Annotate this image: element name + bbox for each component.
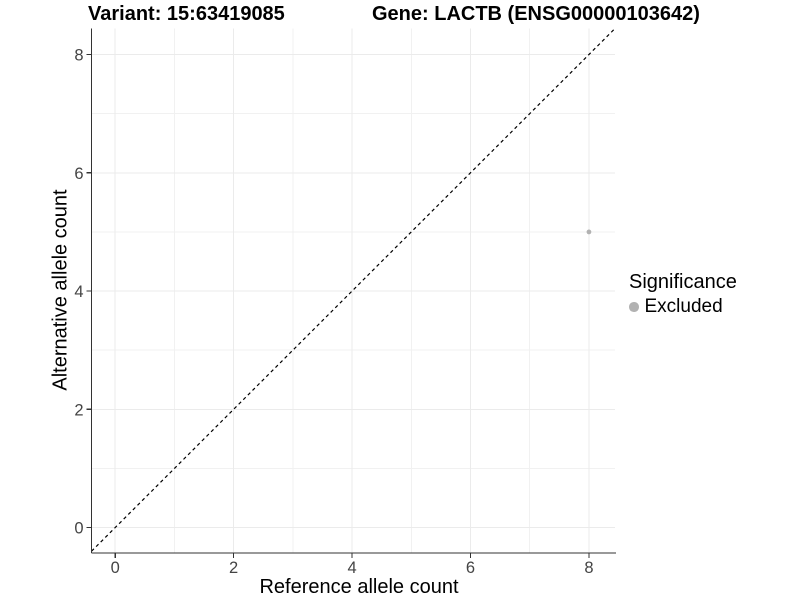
y-tick-label: 2 (74, 401, 83, 419)
legend: Significance Excluded (629, 271, 737, 318)
x-tick-label: 8 (584, 559, 593, 577)
plot-title-variant: Variant: 15:63419085 (88, 3, 285, 25)
x-tick-label: 6 (466, 559, 475, 577)
y-tick-label: 6 (74, 165, 83, 183)
x-tick-label: 2 (229, 559, 238, 577)
x-axis-title: Reference allele count (259, 576, 459, 598)
legend-title: Significance (629, 271, 737, 293)
y-tick-label: 4 (74, 283, 83, 301)
x-tick-label: 0 (111, 559, 120, 577)
y-tick-label: 8 (74, 47, 83, 65)
y-axis-title: Alternative allele count (49, 189, 72, 391)
y-tick-label: 0 (74, 520, 83, 538)
plot-title-gene: Gene: LACTB (ENSG00000103642) (372, 3, 700, 25)
identity-line (91, 28, 616, 552)
legend-item-label: Excluded (644, 296, 723, 317)
x-tick-label: 4 (347, 559, 356, 577)
legend-item-excluded: Excluded (629, 296, 737, 318)
data-point (586, 229, 592, 235)
legend-key-dot (629, 302, 639, 312)
